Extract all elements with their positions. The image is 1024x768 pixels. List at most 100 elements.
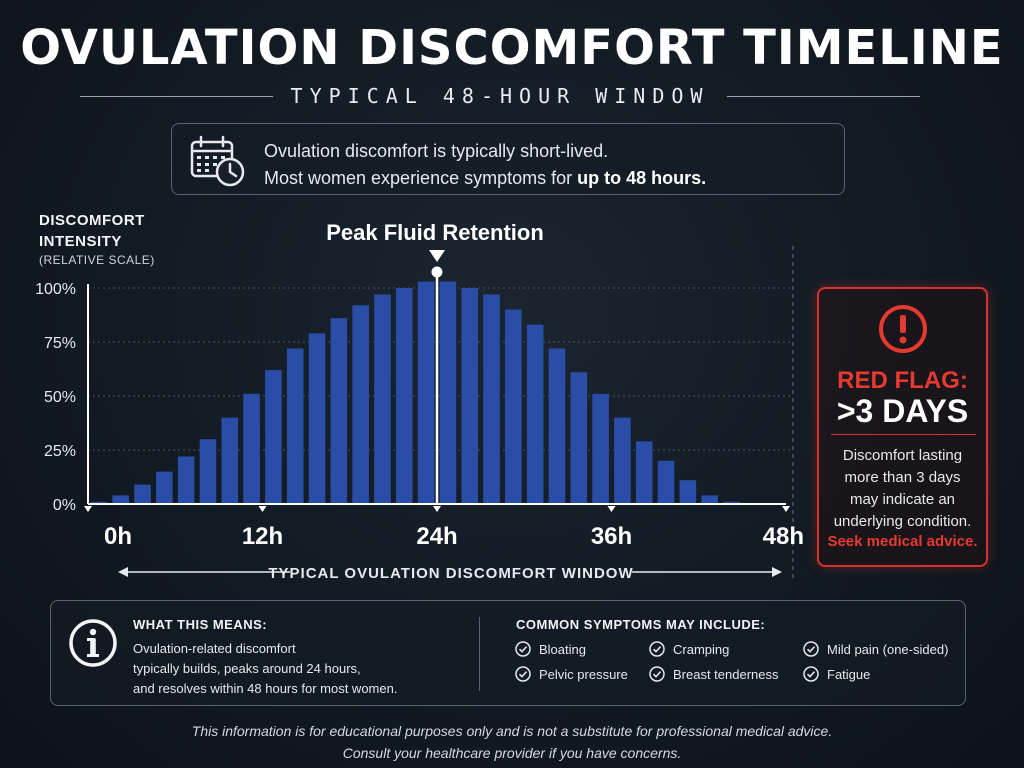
disclaimer-line-1: This information is for educational purp… [191,723,833,739]
x-tick-label: 36h [591,523,632,550]
bar [417,281,435,504]
page-subtitle: TYPICAL 48-HOUR WINDOW [290,84,710,108]
y-tick-label: 0% [53,497,76,514]
symptom-item: Breast tenderness [649,664,779,684]
bar [439,281,457,504]
x-tick-label: 24h [416,523,457,550]
info-line-1: Ovulation-related discomfort [133,641,296,656]
bar [505,309,522,504]
peak-dot [431,266,443,278]
calendar-clock-icon [190,135,245,187]
red-flag-divider [831,434,976,435]
symptom-label: Pelvic pressure [539,666,628,682]
check-circle-icon [803,641,819,657]
y-tick-label: 100% [35,281,76,298]
y-axis-subtitle: (RELATIVE SCALE) [39,253,155,267]
symptom-item: Fatigue [803,664,870,684]
red-flag-text-line-4: underlying condition. [833,513,972,530]
y-tick-label: 75% [44,335,76,352]
info-circle-icon [69,619,117,667]
grid-lines [88,287,790,451]
red-flag-text: Discomfort lasting more than 3 days may … [819,445,986,533]
info-text: Ovulation-related discomfort typically b… [133,639,397,699]
bar [156,471,173,504]
symptom-label: Breast tenderness [673,666,779,682]
x-tick-mark [607,506,616,512]
y-tick-label: 25% [44,443,76,460]
bar [90,501,108,504]
y-tick-label: 50% [44,389,76,406]
x-tick-mark [258,506,267,512]
symptom-item: Cramping [649,639,729,659]
x-tick-label: 0h [104,523,132,550]
intro-line-2-bold: up to 48 hours. [577,168,707,188]
bar [461,288,479,504]
symptom-item: Mild pain (one-sided) [803,639,948,659]
bar [352,305,369,504]
bar [635,441,653,504]
info-divider [479,617,480,691]
window-arrow: TYPICAL OVULATION DISCOMFORT WINDOW [118,565,782,582]
intro-text: Ovulation discomfort is typically short-… [264,138,706,192]
x-tick-mark [433,506,441,512]
intro-line-2: Most women experience symptoms for up to… [264,165,706,192]
info-heading: WHAT THIS MEANS: [133,617,268,632]
y-axis-title: DISCOMFORT INTENSITY [39,210,145,252]
info-box: WHAT THIS MEANS: Ovulation-related disco… [50,600,966,706]
peak-arrow-icon [429,250,445,262]
peak-marker: Peak Fluid Retention [326,220,544,504]
check-circle-icon [649,666,665,682]
bar [592,393,609,504]
x-tick-label: 12h [242,523,283,550]
red-flag-label: RED FLAG: [837,367,968,394]
intro-line-2-prefix: Most women experience symptoms for [264,168,578,188]
red-flag-text-line-3: may indicate an [849,491,956,508]
bar [199,439,217,504]
red-flag-panel: RED FLAG: >3 DAYS Discomfort lasting mor… [817,287,988,567]
subtitle-rule-right [727,95,920,97]
x-tick-label: 48h [763,523,804,550]
axes: 0% 25% 50% 75% 100% 0h 12h 24h 36h 48h [35,246,804,582]
y-axis-title-line-2: INTENSITY [39,233,122,250]
info-line-3: and resolves within 48 hours for most wo… [133,681,398,696]
intro-line-1: Ovulation discomfort is typically short-… [264,141,609,161]
subtitle-rule-left [80,95,273,97]
bar [614,417,631,504]
bar [286,348,304,504]
bar [374,294,391,504]
bar [701,495,718,504]
disclaimer: This information is for educational purp… [0,720,1024,764]
red-flag-threshold: >3 DAYS [836,393,969,429]
alert-circle-icon [879,305,927,353]
bar [112,495,130,504]
check-circle-icon [515,666,531,682]
symptom-label: Bloating [539,641,586,657]
discomfort-chart: 0% 25% 50% 75% 100% 0h 12h 24h 36h 48h Peak Fluid… [35,220,804,582]
bar [330,318,348,504]
subtitle-row: TYPICAL 48-HOUR WINDOW [80,84,920,108]
bar [526,324,544,504]
symptom-label: Cramping [673,641,730,657]
info-line-2: typically builds, peaks around 24 hours, [133,661,361,676]
check-circle-icon [803,666,819,682]
symptom-label: Mild pain (one-sided) [827,641,949,657]
x-tick-mark [84,506,92,512]
arrow-right-icon [772,567,782,577]
bar [243,393,260,504]
peak-label: Peak Fluid Retention [326,220,544,245]
bar [570,372,588,504]
intro-box: Ovulation discomfort is typically short-… [171,123,845,195]
disclaimer-line-2: Consult your healthcare provider if you … [342,745,682,761]
bars [90,281,740,504]
check-circle-icon [649,641,665,657]
bar [483,294,500,504]
window-label: TYPICAL OVULATION DISCOMFORT WINDOW [268,565,633,582]
check-circle-icon [515,641,531,657]
bar [679,480,697,504]
arrow-left-icon [118,567,128,577]
bar [548,348,566,504]
red-flag-cta: Seek medical advice. [827,533,978,550]
page-title: OVULATION DISCOMFORT TIMELINE [20,20,1004,76]
y-axis-title-line-1: DISCOMFORT [39,212,145,229]
bar [395,288,413,504]
